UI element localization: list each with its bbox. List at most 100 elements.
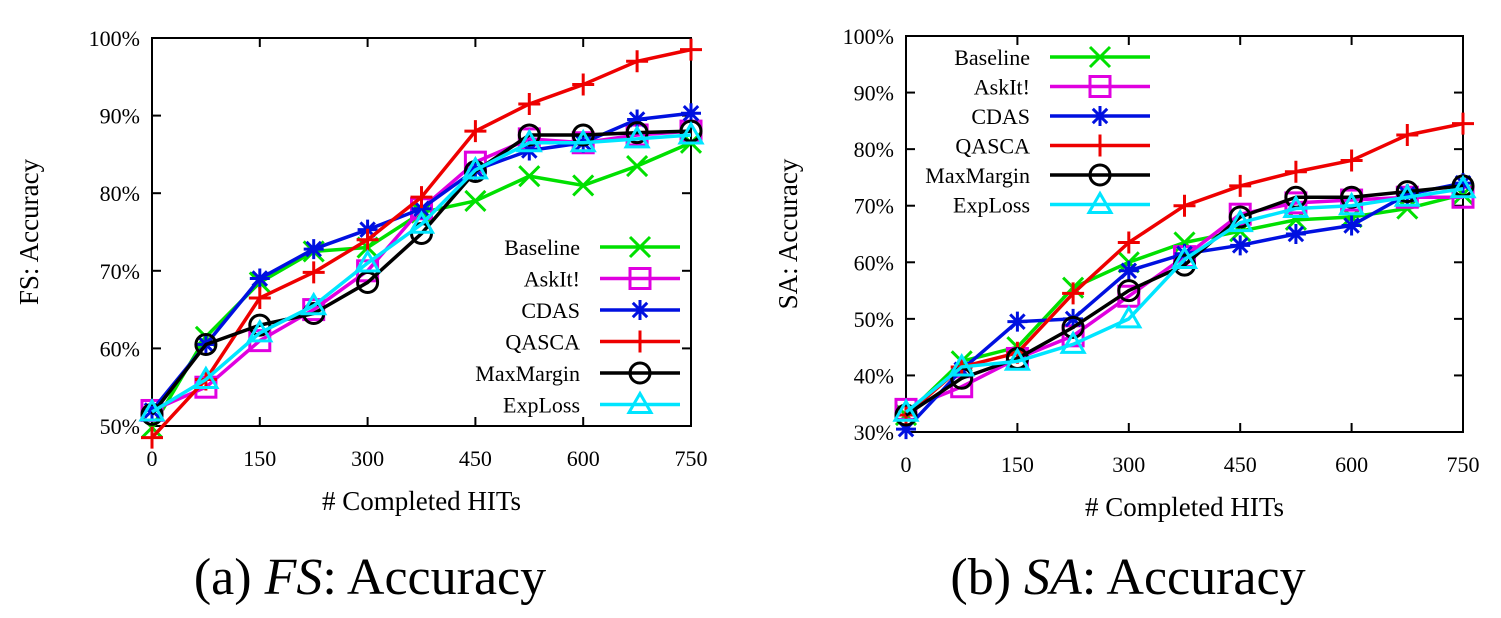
legend-label-qasca: QASCA [955,134,1030,159]
legend-label-askit: AskIt! [524,267,580,292]
data-point-exploss [353,249,382,273]
legend-marker-maxmargin [1088,163,1112,187]
data-point-qasca [626,50,649,73]
data-point-baseline [464,189,487,213]
caption-rest: : Accuracy [322,549,546,606]
data-point-qasca [572,73,595,96]
caption: (b) SA: Accuracy [950,549,1305,606]
data-point-cdas [1118,260,1139,281]
data-point-qasca [248,286,271,309]
data-point-exploss [407,210,436,234]
legend-marker-qasca [1089,134,1111,157]
caption-italic: FS [264,549,323,606]
legend-label-maxmargin: MaxMargin [475,361,580,386]
legend-label-baseline: Baseline [954,45,1030,70]
legend: Baseline AskIt! CDAS QASCA MaxMargin ExpLoss [925,45,1150,218]
series-qasca [141,38,702,449]
data-point-cdas [1397,184,1418,205]
data-point-exploss [300,291,328,316]
data-point-qasca [1173,194,1196,217]
data-point-cdas [1230,235,1251,256]
x-tick-label: 0 [147,446,158,471]
x-tick-label: 0 [901,452,912,477]
y-tick-label: 80% [100,181,140,206]
legend-marker-askit [628,267,652,290]
x-tick-label: 300 [1112,452,1145,477]
data-point-maxmargin [1228,205,1252,229]
series-line-cdas [904,181,1464,431]
data-point-baseline [626,154,649,178]
data-point-maxmargin [894,403,918,427]
x-tick-label: 750 [1447,452,1480,477]
y-tick-label: 100% [89,26,140,51]
y-tick-label: 100% [843,24,894,49]
data-point-exploss [1115,304,1143,329]
data-point-qasca [356,228,379,251]
data-point-exploss [1059,330,1087,354]
series-line-askit [905,195,1463,411]
series-line-baseline [904,192,1464,417]
y-tick-label: 50% [100,414,140,439]
x-tick-label: 750 [675,446,708,471]
data-point-maxmargin [1061,315,1085,339]
plot-frame [151,37,692,427]
y-tick-label: 70% [854,194,894,219]
data-point-exploss [1337,191,1366,216]
data-point-cdas [1063,308,1084,329]
data-point-exploss [246,318,274,343]
data-point-cdas [627,109,648,130]
y-tick-label: 90% [854,81,894,106]
data-point-qasca [1117,231,1140,254]
x-tick-label: 450 [1224,452,1257,477]
data-point-qasca [302,261,325,284]
x-axis-title: # Completed HITs [1085,492,1284,522]
y-tick-label: 90% [100,104,140,129]
data-point-exploss [461,155,490,180]
data-point-qasca [1452,112,1474,135]
data-point-baseline [518,165,541,188]
data-point-exploss [1449,174,1477,199]
data-point-maxmargin [571,123,595,147]
series-line-baseline [150,141,692,429]
legend-label-exploss: ExpLoss [953,193,1030,218]
data-point-cdas [1007,311,1028,332]
data-point-exploss [1393,183,1421,207]
data-point-qasca [1284,160,1307,183]
data-point-qasca [1062,282,1085,305]
plot-frame [905,35,1464,433]
series-baseline [140,131,703,439]
data-point-cdas [411,198,432,219]
legend-marker-cdas [630,300,650,320]
legend-marker-exploss [1086,190,1114,214]
caption-prefix: (b) [950,549,1024,606]
legend-marker-cdas [1090,106,1110,126]
data-point-maxmargin [625,121,649,145]
series-askit [140,119,703,422]
series-qasca [895,112,1474,427]
x-tick-label: 300 [351,446,384,471]
data-point-qasca [518,92,541,115]
x-tick-label: 600 [567,446,600,471]
data-point-qasca [1229,174,1252,197]
legend-marker-askit [1088,75,1112,98]
series-exploss [892,174,1477,422]
data-point-maxmargin [1117,279,1141,303]
series-line-askit [151,129,692,413]
legend-marker-qasca [629,330,651,353]
data-point-qasca [680,38,702,61]
legend-label-qasca: QASCA [505,330,580,355]
data-point-exploss [1226,208,1254,233]
data-point-exploss [623,124,651,149]
data-point-qasca [141,426,163,449]
data-point-qasca [464,120,487,143]
y-tick-label: 60% [854,250,894,275]
caption-rest: : Accuracy [1082,549,1306,606]
caption-prefix: (a) [194,549,265,606]
data-point-cdas [681,103,701,124]
data-point-cdas [896,419,916,440]
x-tick-label: 150 [1001,452,1034,477]
data-point-qasca [410,186,433,209]
legend-label-baseline: Baseline [504,235,580,260]
data-point-exploss [569,128,597,153]
data-point-maxmargin [194,333,218,357]
